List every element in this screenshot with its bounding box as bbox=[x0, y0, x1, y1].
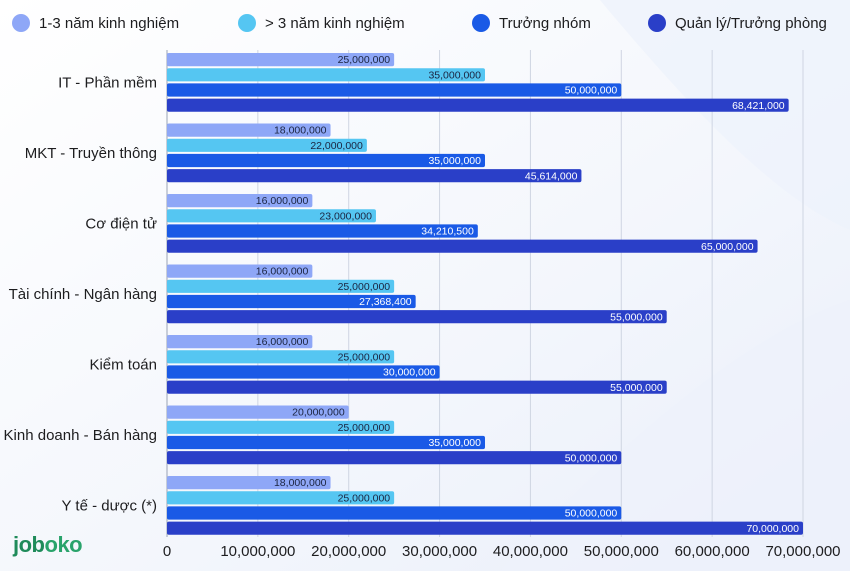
bar bbox=[167, 83, 622, 97]
bar bbox=[167, 53, 395, 67]
x-tick-label: 40,000,000 bbox=[493, 543, 568, 560]
bar bbox=[167, 264, 313, 278]
data-label: 25,000,000 bbox=[338, 422, 391, 434]
legend-swatch bbox=[12, 14, 30, 32]
legend-label: 1-3 năm kinh nghiệm bbox=[39, 14, 180, 32]
bar bbox=[167, 420, 395, 434]
bar bbox=[167, 506, 622, 520]
category-label: IT - Phần mềm bbox=[58, 74, 157, 91]
data-label: 18,000,000 bbox=[274, 125, 327, 137]
data-label: 16,000,000 bbox=[256, 195, 309, 207]
category-label: MKT - Truyền thông bbox=[25, 145, 157, 162]
bar bbox=[167, 209, 376, 223]
x-tick-label: 60,000,000 bbox=[675, 543, 750, 560]
category-label: Kiểm toán bbox=[89, 356, 157, 373]
category-label: Y tế - dược (*) bbox=[62, 497, 157, 514]
data-label: 55,000,000 bbox=[610, 382, 663, 394]
legend-item: 1-3 năm kinh nghiệm bbox=[12, 14, 179, 32]
data-label: 68,421,000 bbox=[732, 100, 785, 112]
data-label: 16,000,000 bbox=[256, 266, 309, 278]
bar bbox=[167, 335, 313, 349]
data-label: 65,000,000 bbox=[701, 241, 754, 253]
data-label: 20,000,000 bbox=[292, 407, 345, 419]
data-label: 45,614,000 bbox=[525, 170, 578, 182]
data-label: 23,000,000 bbox=[319, 210, 372, 222]
x-tick-label: 30,000,000 bbox=[402, 543, 477, 560]
data-label: 27,368,400 bbox=[359, 296, 412, 308]
x-tick-label: 10,000,000 bbox=[220, 543, 295, 560]
legend-label: > 3 năm kinh nghiệm bbox=[265, 14, 405, 32]
bar bbox=[167, 138, 367, 152]
bar bbox=[167, 153, 485, 168]
x-tick-label: 0 bbox=[163, 543, 171, 560]
data-label: 35,000,000 bbox=[428, 69, 481, 81]
bar bbox=[167, 365, 440, 379]
legend-item: Quản lý/Trưởng phòng bbox=[648, 14, 827, 32]
bar bbox=[167, 451, 622, 465]
bar bbox=[167, 194, 313, 208]
data-label: 35,000,000 bbox=[428, 155, 481, 167]
data-label: 35,000,000 bbox=[428, 437, 481, 449]
bar bbox=[167, 491, 395, 505]
data-label: 70,000,000 bbox=[746, 523, 799, 535]
legend-item: > 3 năm kinh nghiệm bbox=[238, 14, 405, 32]
category-label: Kinh doanh - Bán hàng bbox=[4, 427, 157, 444]
legend-item: Trưởng nhóm bbox=[472, 14, 591, 32]
bar bbox=[167, 239, 758, 253]
bar bbox=[167, 169, 582, 183]
data-label: 34,210,500 bbox=[421, 226, 474, 238]
data-label: 55,000,000 bbox=[610, 311, 663, 323]
bar bbox=[167, 224, 478, 238]
bar bbox=[167, 435, 485, 450]
category-label: Tài chính - Ngân hàng bbox=[9, 286, 157, 303]
legend-swatch bbox=[648, 14, 666, 32]
x-tick-label: 50,000,000 bbox=[584, 543, 659, 560]
bar bbox=[167, 405, 349, 419]
legend-label: Quản lý/Trưởng phòng bbox=[675, 14, 827, 32]
data-label: 25,000,000 bbox=[338, 351, 391, 363]
data-label: 22,000,000 bbox=[310, 140, 363, 152]
bar bbox=[167, 521, 803, 535]
legend-label: Trưởng nhóm bbox=[499, 14, 591, 32]
data-label: 50,000,000 bbox=[565, 508, 618, 520]
data-label: 18,000,000 bbox=[274, 477, 327, 489]
bar bbox=[167, 350, 395, 364]
data-label: 50,000,000 bbox=[565, 452, 618, 464]
bar bbox=[167, 310, 667, 324]
bar bbox=[167, 476, 331, 490]
legend: 1-3 năm kinh nghiệm > 3 năm kinh nghiệm … bbox=[0, 14, 850, 38]
bar bbox=[167, 380, 667, 394]
data-label: 25,000,000 bbox=[338, 492, 391, 504]
bar bbox=[167, 68, 485, 82]
joboko-logo: joboko bbox=[13, 532, 83, 557]
data-label: 50,000,000 bbox=[565, 85, 618, 97]
bar bbox=[167, 279, 395, 293]
data-label: 30,000,000 bbox=[383, 367, 436, 379]
bar bbox=[167, 98, 789, 112]
bar bbox=[167, 123, 331, 137]
category-label: Cơ điện tử bbox=[85, 215, 157, 232]
legend-swatch bbox=[472, 14, 490, 32]
legend-swatch bbox=[238, 14, 256, 32]
x-tick-label: 70,000,000 bbox=[765, 543, 840, 560]
bar bbox=[167, 294, 416, 309]
data-label: 25,000,000 bbox=[338, 281, 391, 293]
data-label: 16,000,000 bbox=[256, 336, 309, 348]
data-label: 25,000,000 bbox=[338, 54, 391, 66]
x-tick-label: 20,000,000 bbox=[311, 543, 386, 560]
